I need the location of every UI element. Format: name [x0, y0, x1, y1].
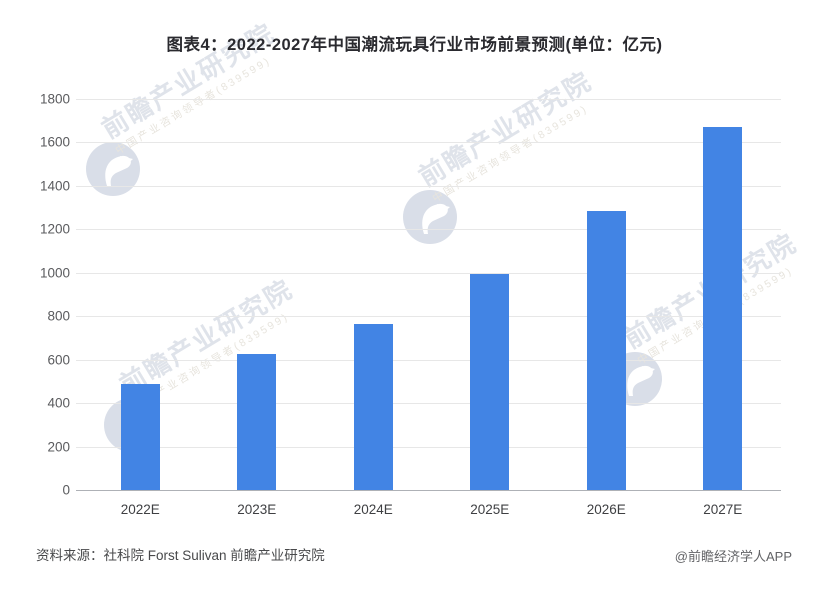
- y-axis-tick-label: 1600: [39, 134, 70, 150]
- y-axis-tick-label: 0: [62, 482, 70, 498]
- y-axis-tick-label: 1000: [39, 265, 70, 281]
- y-axis: 0 200 400 600 800 1000 1200 1400 1600 1800: [0, 92, 72, 498]
- plot-area: 2022E 2023E 2024E 2025E 2026E 2027E: [76, 99, 781, 517]
- bar-2027E: [703, 127, 743, 490]
- gridline: [76, 185, 781, 187]
- bar-2026E: [586, 210, 626, 490]
- gridline: [76, 229, 781, 231]
- gridline: [76, 359, 781, 361]
- bar-2023E: [237, 354, 277, 490]
- x-axis-label: 2027E: [703, 502, 743, 517]
- y-axis-tick-label: 400: [47, 395, 70, 411]
- bar-2025E: [470, 274, 510, 490]
- x-axis-baseline: [76, 490, 781, 491]
- gridline: [76, 403, 781, 405]
- gridline: [76, 446, 781, 448]
- x-axis-label: 2022E: [120, 502, 160, 517]
- x-axis-label: 2026E: [586, 502, 626, 517]
- y-axis-tick-label: 200: [47, 439, 70, 455]
- y-axis-tick-label: 1200: [39, 221, 70, 237]
- gridline: [76, 142, 781, 144]
- gridline: [76, 316, 781, 318]
- bar-2022E: [120, 383, 160, 490]
- y-axis-tick-label: 1400: [39, 178, 70, 194]
- y-axis-tick-label: 1800: [39, 91, 70, 107]
- gridline: [76, 272, 781, 274]
- gridline: [76, 99, 781, 100]
- x-axis-label: 2024E: [353, 502, 393, 517]
- x-axis-label: 2025E: [470, 502, 510, 517]
- brand-note: @前瞻经济学人APP: [674, 549, 792, 564]
- y-axis-tick-label: 800: [47, 308, 70, 324]
- y-axis-tick-label: 600: [47, 352, 70, 368]
- source-note: 资料来源：社科院 Forst Sulivan 前瞻产业研究院: [36, 548, 325, 563]
- bar-2024E: [353, 324, 393, 490]
- x-axis-label: 2023E: [237, 502, 277, 517]
- chart-title: 图表4：2022-2027年中国潮流玩具行业市场前景预测(单位：亿元): [166, 36, 663, 54]
